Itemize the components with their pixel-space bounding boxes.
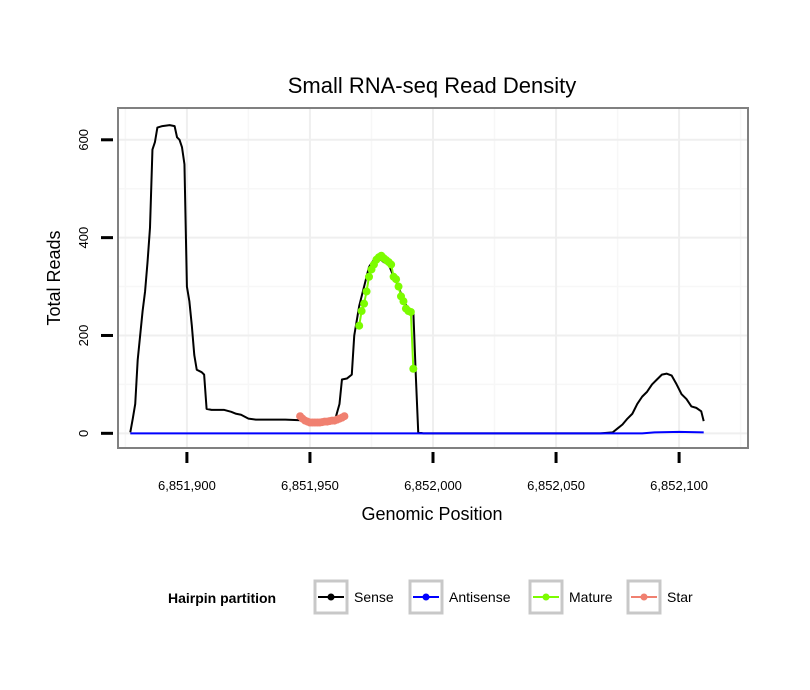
legend-label-mature: Mature bbox=[569, 589, 613, 605]
x-tick-label: 6,851,900 bbox=[158, 478, 216, 493]
legend-label-sense: Sense bbox=[354, 589, 394, 605]
x-tick-label: 6,852,050 bbox=[527, 478, 585, 493]
legend-title: Hairpin partition bbox=[168, 590, 276, 606]
data-point-mature bbox=[392, 275, 401, 284]
x-axis: 6,851,900 6,851,950 6,852,000 6,852,050 6,85… bbox=[158, 452, 708, 493]
series-line-sense bbox=[129, 124, 705, 435]
data-point-mature bbox=[357, 307, 366, 316]
y-axis-title: Total Reads bbox=[44, 230, 64, 325]
legend-label-star: Star bbox=[667, 589, 693, 605]
x-tick-label: 6,851,950 bbox=[281, 478, 339, 493]
legend-marker-sense bbox=[327, 593, 335, 601]
x-tick-label: 6,852,100 bbox=[650, 478, 708, 493]
data-point-mature bbox=[399, 297, 408, 306]
data-point-star bbox=[340, 412, 349, 421]
data-point-mature bbox=[362, 287, 371, 296]
y-tick-label: 200 bbox=[76, 325, 91, 347]
data-point-mature bbox=[355, 321, 364, 330]
series-layer bbox=[129, 124, 705, 435]
legend-marker-star bbox=[640, 593, 648, 601]
legend: Hairpin partition Sense Antisense Mature St… bbox=[168, 579, 693, 615]
data-point-mature bbox=[394, 282, 403, 291]
y-axis: 0 200 400 600 bbox=[76, 129, 113, 437]
x-tick-label: 6,852,000 bbox=[404, 478, 462, 493]
x-axis-title: Genomic Position bbox=[361, 504, 502, 524]
legend-label-antisense: Antisense bbox=[449, 589, 511, 605]
y-tick-label: 0 bbox=[76, 430, 91, 437]
data-point-mature bbox=[365, 272, 374, 281]
y-tick-label: 400 bbox=[76, 227, 91, 249]
y-tick-label: 600 bbox=[76, 129, 91, 151]
data-point-mature bbox=[409, 364, 418, 373]
data-point-mature bbox=[406, 308, 415, 316]
series-line-antisense bbox=[130, 430, 704, 435]
plot-border bbox=[117, 107, 749, 449]
legend-marker-mature bbox=[542, 593, 550, 601]
data-point-mature bbox=[387, 260, 396, 269]
chart-title: Small RNA-seq Read Density bbox=[288, 73, 577, 98]
legend-marker-antisense bbox=[422, 593, 430, 601]
data-point-mature bbox=[360, 299, 369, 308]
